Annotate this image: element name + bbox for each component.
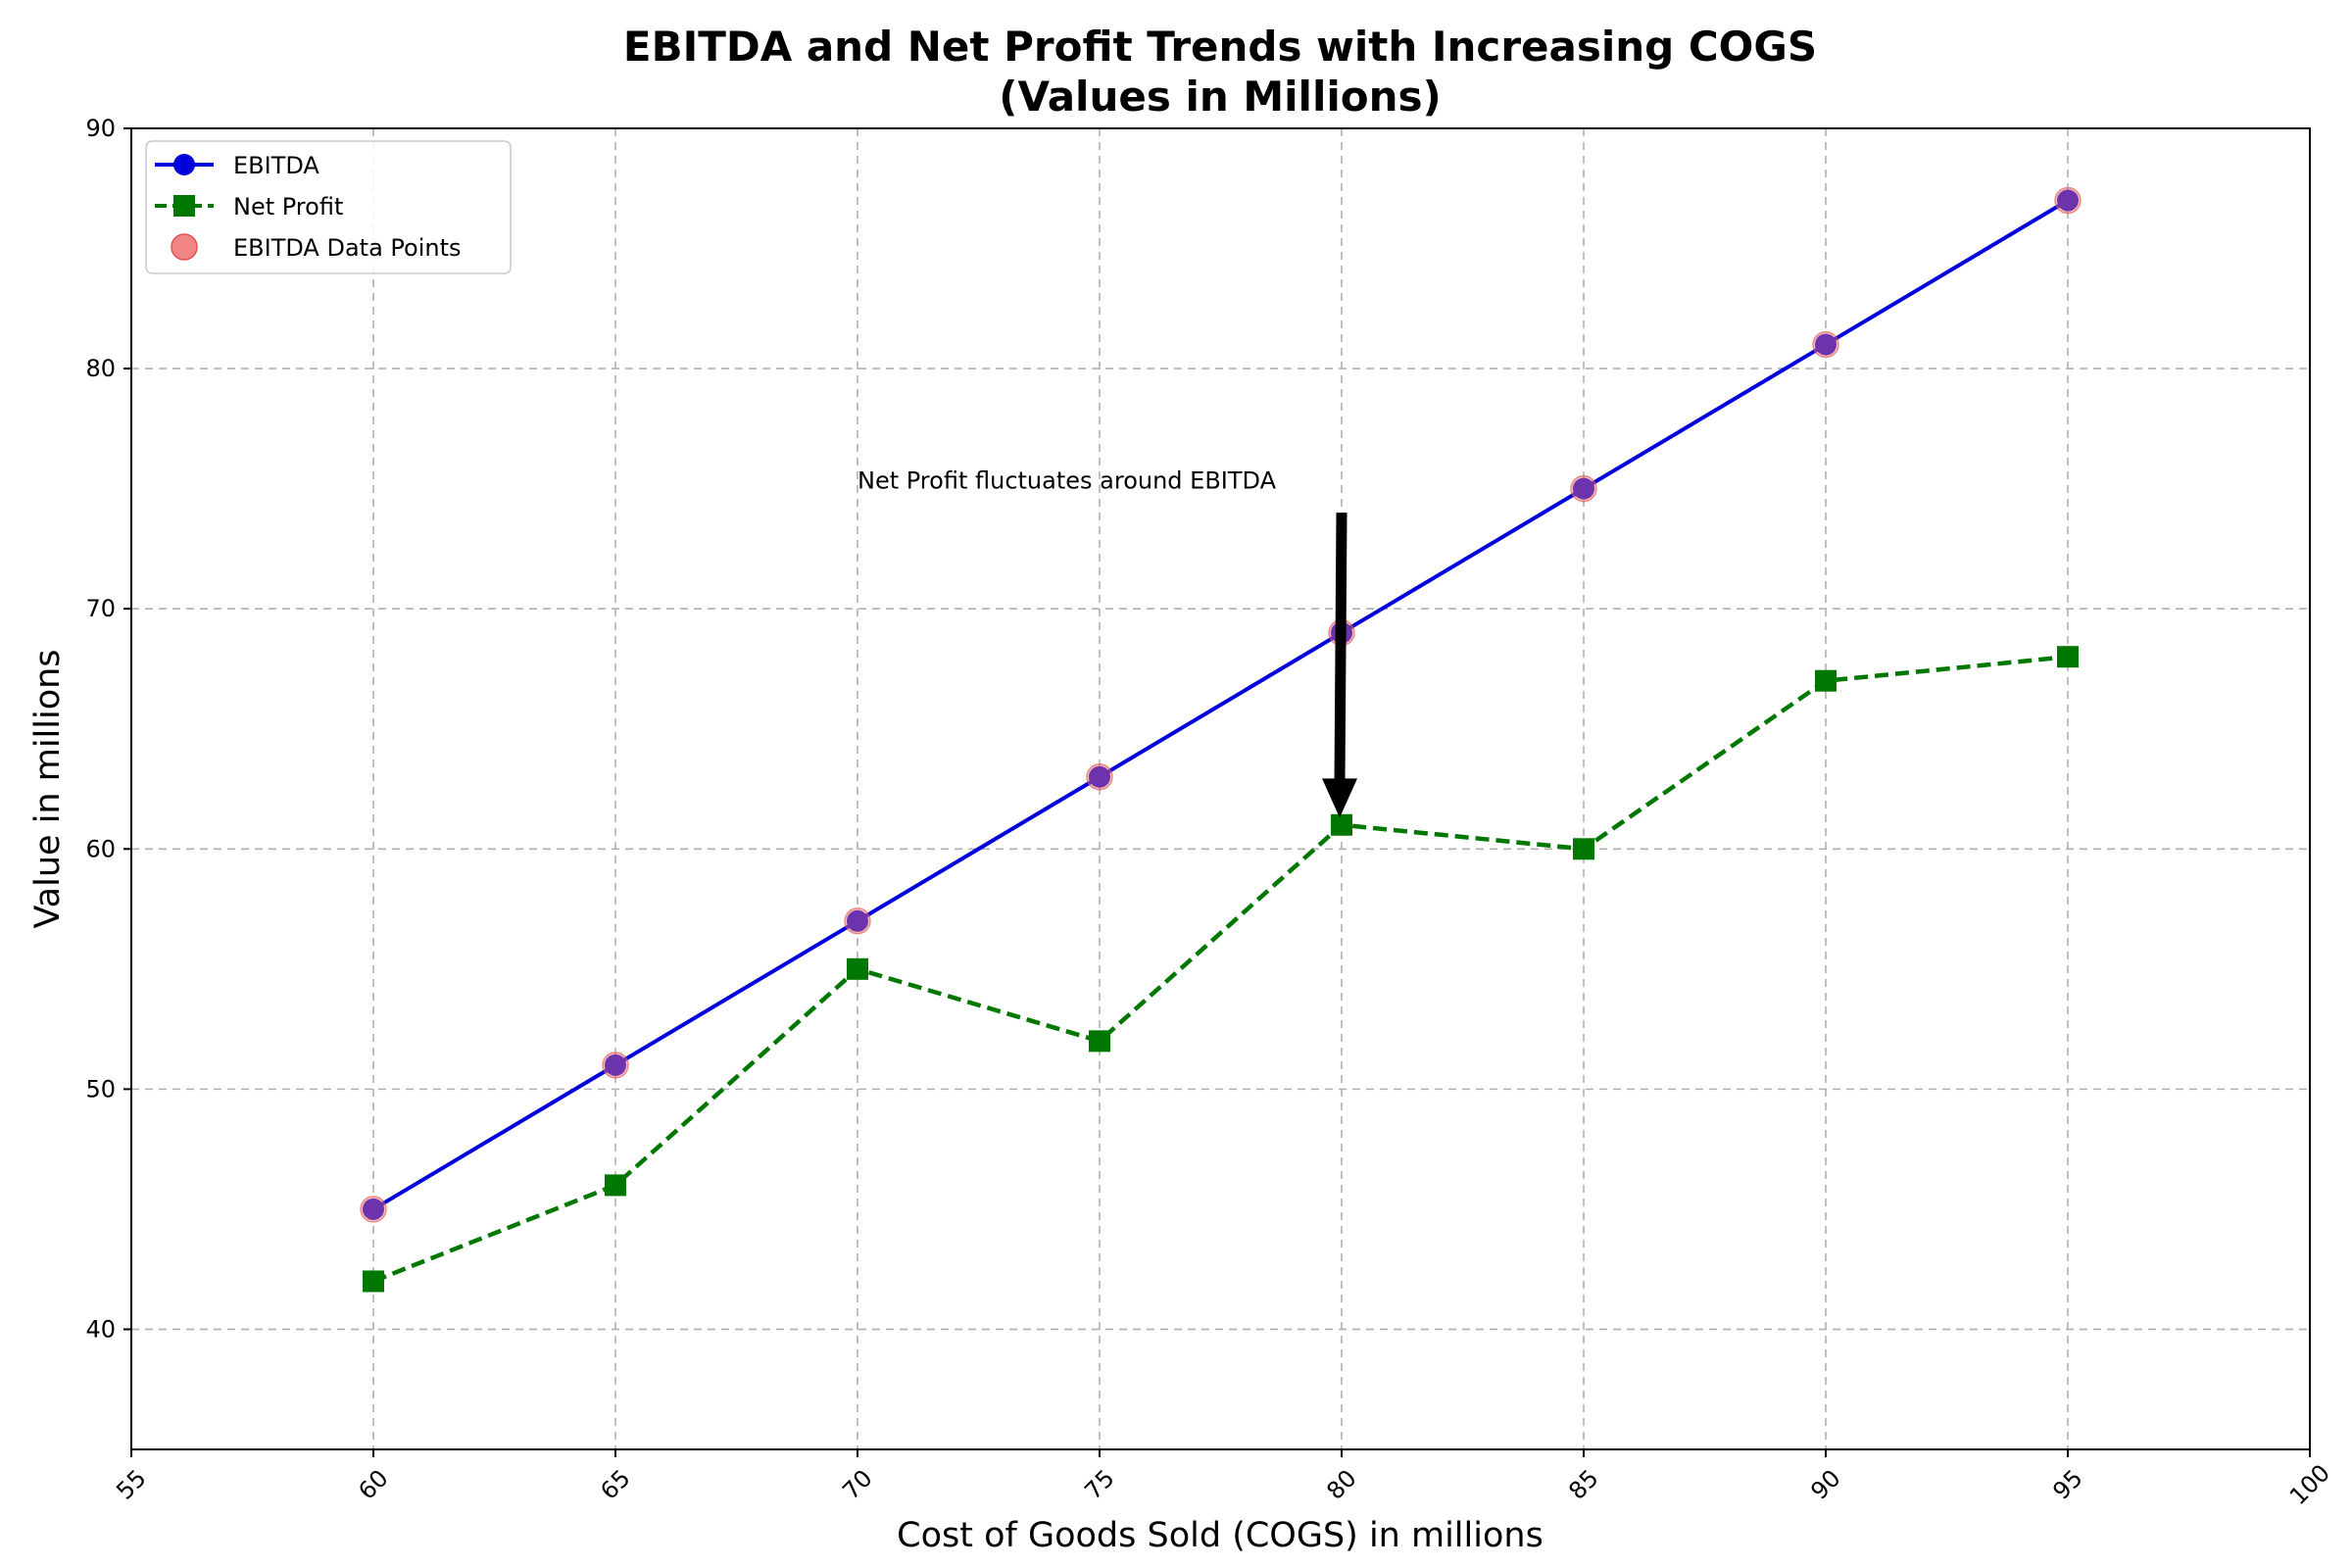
legend-entry-ebitda: EBITDA: [155, 152, 319, 179]
y-tick-label-70: 70: [85, 595, 116, 622]
axis-ticks: 55 60 65 70 75 80 85 90 95 100 40 50 60 70 80 90: [85, 115, 2335, 1510]
x-tick-label-80: 80: [1321, 1464, 1361, 1504]
net-profit-marker-60: [363, 1270, 384, 1293]
legend-scatter-marker: [171, 233, 198, 261]
x-tick-label-55: 55: [111, 1464, 151, 1504]
legend: EBITDA Net Profit EBITDA Data Points: [145, 140, 512, 274]
ebitda-data-point-85: [1570, 474, 1597, 503]
net-profit-marker-70: [847, 957, 868, 980]
net-profit-marker-95: [2057, 646, 2079, 668]
ebitda-data-point-70: [844, 907, 871, 935]
legend-label-ebitda-data-points: EBITDA Data Points: [233, 234, 462, 262]
net-profit-marker-65: [605, 1174, 626, 1197]
ebitda-data-point-90: [1812, 330, 1839, 359]
annotation-text: Net Profit fluctuates around EBITDA: [858, 467, 1277, 495]
legend-label-ebitda: EBITDA: [233, 152, 319, 179]
y-tick-label-90: 90: [85, 115, 116, 142]
ebitda-data-point-75: [1086, 762, 1113, 791]
grid: [131, 128, 2310, 1449]
ebitda-marker-60: [363, 1198, 384, 1220]
x-tick-label-100: 100: [2284, 1459, 2335, 1510]
y-tick-label-60: 60: [85, 835, 116, 862]
plot-area-frame: [130, 127, 2311, 1450]
net-profit-line: [372, 654, 2069, 1284]
ebitda-data-point-65: [602, 1052, 629, 1079]
ebitda-data-point-60: [360, 1196, 387, 1223]
ebitda-marker-95: [2057, 189, 2079, 212]
x-axis-label: Cost of Goods Sold (COGS) in millions: [897, 1516, 1544, 1555]
y-tick-label-80: 80: [85, 355, 116, 382]
annotation: Net Profit fluctuates around EBITDA: [858, 467, 1357, 818]
x-tick-label-95: 95: [2047, 1464, 2087, 1504]
y-axis-label: Value in millions: [28, 649, 68, 928]
net-profit-marker-75: [1089, 1030, 1110, 1053]
x-tick-label-65: 65: [595, 1464, 635, 1504]
x-tick-label-70: 70: [837, 1464, 877, 1504]
x-tick-label-90: 90: [1805, 1464, 1845, 1504]
x-tick-label-85: 85: [1563, 1464, 1603, 1504]
ebitda-line: [371, 198, 2070, 1211]
ebitda-data-point-95: [2054, 186, 2082, 215]
legend-net-profit-marker: [173, 195, 195, 217]
net-profit-marker-85: [1573, 838, 1594, 860]
legend-box: [145, 140, 512, 274]
series-layer: [360, 186, 2082, 1293]
ebitda-marker-65: [605, 1054, 626, 1076]
y-tick-label-50: 50: [85, 1075, 116, 1102]
x-tick-label-75: 75: [1079, 1464, 1119, 1504]
chart-title-line-2: (Values in Millions): [999, 73, 1441, 121]
net-profit-marker-90: [1815, 669, 1837, 692]
annotation-arrow-shaft: [1334, 513, 1348, 783]
net-profit-marker-80: [1331, 813, 1352, 836]
annotation-arrow-head: [1322, 778, 1357, 818]
ebitda-marker-85: [1573, 477, 1594, 500]
y-tick-label-40: 40: [85, 1315, 116, 1343]
ebitda-marker-75: [1089, 765, 1110, 788]
ebitda-marker-90: [1815, 333, 1837, 356]
legend-entry-net-profit: Net Profit: [155, 193, 343, 220]
ebitda-marker-70: [847, 909, 868, 932]
chart-title-line-1: EBITDA and Net Profit Trends with Increa…: [623, 23, 1817, 71]
x-tick-label-60: 60: [353, 1464, 393, 1504]
legend-entry-ebitda-data-points: EBITDA Data Points: [171, 233, 462, 262]
legend-label-net-profit: Net Profit: [233, 193, 343, 220]
legend-ebitda-marker: [173, 154, 195, 175]
